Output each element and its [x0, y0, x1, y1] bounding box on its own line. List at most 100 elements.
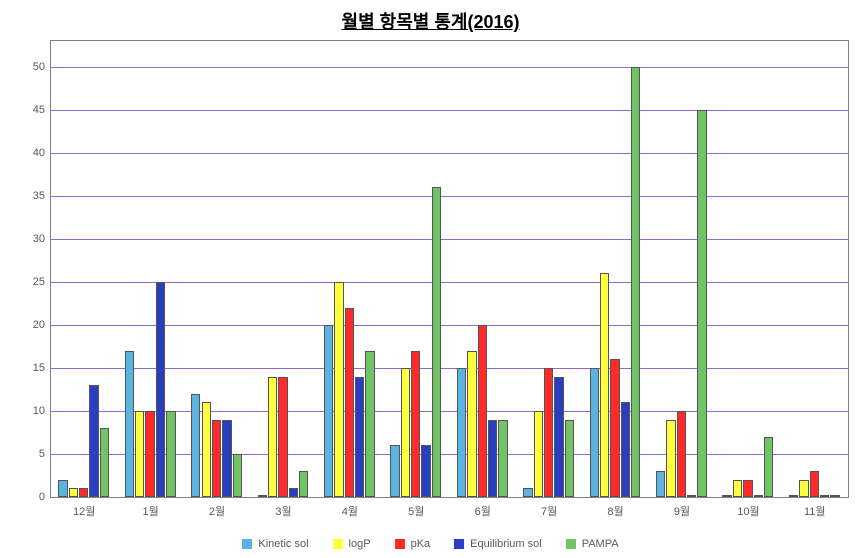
bar [621, 402, 630, 497]
bar [411, 351, 420, 497]
y-tick-label: 15 [33, 362, 45, 374]
legend-item: Kinetic sol [242, 538, 308, 550]
bar [687, 495, 696, 497]
legend: Kinetic sol logP pKa Equilibrium sol PAMPA [0, 538, 861, 550]
bar [79, 488, 88, 497]
legend-item: pKa [395, 538, 431, 550]
bar [355, 377, 364, 497]
bar [202, 402, 211, 497]
bar [523, 488, 532, 497]
y-tick-label: 50 [33, 61, 45, 73]
x-tick-label: 12월 [73, 503, 95, 519]
x-tick-label: 9월 [674, 503, 690, 519]
gridline [51, 239, 848, 240]
gridline [51, 368, 848, 369]
plot-area: 0510152025303540455012월1월2월3월4월5월6월7월8월9… [50, 40, 849, 498]
legend-swatch [242, 539, 252, 549]
legend-label: Equilibrium sol [470, 538, 542, 550]
bar [421, 445, 430, 497]
legend-item: Equilibrium sol [454, 538, 542, 550]
y-tick-label: 45 [33, 104, 45, 116]
bar [565, 420, 574, 497]
bar [365, 351, 374, 497]
y-tick-label: 5 [39, 448, 45, 460]
bar [830, 495, 839, 497]
bar [467, 351, 476, 497]
y-tick-label: 0 [39, 491, 45, 503]
bar [677, 411, 686, 497]
bar [278, 377, 287, 497]
bar [258, 495, 267, 497]
bar [135, 411, 144, 497]
gridline [51, 196, 848, 197]
bar [554, 377, 563, 497]
legend-swatch [333, 539, 343, 549]
legend-label: Kinetic sol [258, 538, 308, 550]
bar [345, 308, 354, 497]
legend-label: logP [349, 538, 371, 550]
bar [656, 471, 665, 497]
bar [100, 428, 109, 497]
x-tick-label: 4월 [342, 503, 358, 519]
x-tick-label: 2월 [209, 503, 225, 519]
bar [590, 368, 599, 497]
x-tick-label: 3월 [275, 503, 291, 519]
legend-swatch [395, 539, 405, 549]
bar [125, 351, 134, 497]
bar [722, 495, 731, 497]
bar [754, 495, 763, 497]
bar [268, 377, 277, 497]
gridline [51, 282, 848, 283]
bar [166, 411, 175, 497]
x-tick-label: 1월 [143, 503, 159, 519]
y-tick-label: 30 [33, 233, 45, 245]
bar [233, 454, 242, 497]
bar [191, 394, 200, 497]
bar [488, 420, 497, 497]
y-tick-label: 35 [33, 190, 45, 202]
x-tick-label: 8월 [607, 503, 623, 519]
bar [697, 110, 706, 497]
legend-label: pKa [411, 538, 431, 550]
bar [401, 368, 410, 497]
bar [289, 488, 298, 497]
y-tick-label: 10 [33, 405, 45, 417]
gridline [51, 153, 848, 154]
chart-container: 월별 항목별 통계(2016) 0510152025303540455012월1… [0, 0, 861, 558]
x-tick-label: 6월 [475, 503, 491, 519]
x-tick-label: 7월 [541, 503, 557, 519]
bar [743, 480, 752, 497]
x-tick-label: 5월 [408, 503, 424, 519]
bar [390, 445, 399, 497]
y-tick-label: 20 [33, 319, 45, 331]
bar [89, 385, 98, 497]
bar [789, 495, 798, 497]
legend-swatch [454, 539, 464, 549]
bar [498, 420, 507, 497]
legend-item: PAMPA [566, 538, 619, 550]
gridline [51, 325, 848, 326]
bar [324, 325, 333, 497]
chart-title: 월별 항목별 통계(2016) [342, 8, 520, 34]
bar [432, 187, 441, 497]
bar [156, 282, 165, 497]
bar [58, 480, 67, 497]
y-tick-label: 40 [33, 147, 45, 159]
gridline [51, 67, 848, 68]
legend-label: PAMPA [582, 538, 619, 550]
gridline [51, 110, 848, 111]
bar [666, 420, 675, 497]
bar [799, 480, 808, 497]
bar [457, 368, 466, 497]
bar [534, 411, 543, 497]
bar [600, 273, 609, 497]
bar [631, 67, 640, 497]
bar [733, 480, 742, 497]
bar [212, 420, 221, 497]
x-tick-label: 10월 [737, 503, 759, 519]
bar [544, 368, 553, 497]
bar [69, 488, 78, 497]
x-tick-label: 11월 [804, 503, 826, 519]
bar [222, 420, 231, 497]
bar [610, 359, 619, 497]
